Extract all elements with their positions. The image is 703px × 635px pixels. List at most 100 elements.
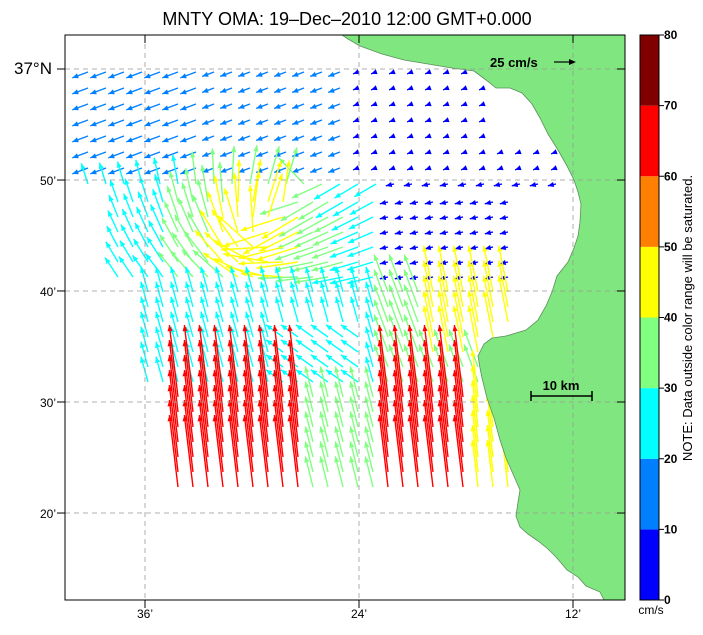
current-vector xyxy=(350,266,359,293)
current-vector xyxy=(196,178,209,218)
current-vector xyxy=(192,194,209,233)
current-vector xyxy=(293,261,329,272)
current-vector xyxy=(255,87,269,94)
current-vector xyxy=(304,441,314,473)
current-vector xyxy=(379,199,389,206)
current-vector xyxy=(373,314,389,353)
current-vector xyxy=(285,147,298,185)
current-vector xyxy=(267,160,282,203)
current-vector xyxy=(437,339,449,413)
current-vector xyxy=(152,157,161,185)
current-vector xyxy=(437,354,449,428)
current-vector xyxy=(388,117,396,123)
current-vector xyxy=(215,266,224,293)
current-vector xyxy=(72,135,89,143)
current-vector xyxy=(227,414,239,488)
current-vector xyxy=(256,246,299,261)
current-vector xyxy=(260,281,269,308)
current-vector xyxy=(485,425,494,473)
current-vector xyxy=(373,269,389,308)
current-vector xyxy=(215,326,224,353)
current-vector xyxy=(424,214,434,221)
current-vector xyxy=(377,354,389,428)
current-vector xyxy=(406,117,414,123)
current-vector xyxy=(460,117,468,123)
current-vector xyxy=(80,163,89,185)
current-vector xyxy=(319,366,329,398)
current-vector xyxy=(422,290,434,338)
current-vector xyxy=(370,69,378,75)
current-vector xyxy=(437,324,449,398)
current-vector xyxy=(140,281,149,308)
current-vector xyxy=(242,414,254,488)
current-vector xyxy=(272,354,284,428)
current-vector xyxy=(126,87,143,95)
current-vector xyxy=(407,414,419,488)
current-vector xyxy=(547,181,557,188)
current-vector xyxy=(365,311,374,338)
current-vector xyxy=(140,326,149,353)
current-vector xyxy=(182,369,194,443)
current-vector xyxy=(257,399,269,473)
current-vector xyxy=(335,296,344,323)
current-vector xyxy=(532,165,540,171)
current-vector xyxy=(388,69,396,75)
current-vector xyxy=(406,101,414,107)
current-vector xyxy=(365,266,374,293)
current-vector xyxy=(325,354,344,368)
current-vector xyxy=(237,167,251,174)
current-vector xyxy=(319,381,329,413)
current-vector xyxy=(287,354,299,428)
current-vector xyxy=(470,380,479,428)
current-vector xyxy=(295,354,314,368)
current-vector xyxy=(442,101,450,107)
current-vector xyxy=(200,266,209,293)
current-vector xyxy=(210,148,216,185)
current-vector xyxy=(470,410,479,458)
current-vector xyxy=(511,181,521,188)
current-vector xyxy=(168,171,179,203)
current-vector xyxy=(470,440,479,488)
current-vector xyxy=(140,356,149,383)
current-vector xyxy=(497,245,509,293)
current-vector xyxy=(454,199,464,206)
current-vector xyxy=(424,165,432,171)
current-vector xyxy=(320,281,329,308)
current-vector xyxy=(181,249,209,278)
current-vector xyxy=(310,324,329,338)
current-vector xyxy=(200,311,209,338)
current-vector xyxy=(170,311,179,338)
colorbar-ticks: 0 10 20 30 40 50 60 70 80 xyxy=(659,28,678,607)
current-vector xyxy=(90,135,107,143)
current-vector xyxy=(212,369,224,443)
current-vector xyxy=(304,426,314,458)
current-vector xyxy=(424,199,434,206)
current-vector xyxy=(272,414,284,488)
current-vector xyxy=(350,281,359,308)
current-vector xyxy=(72,71,89,79)
current-vector xyxy=(298,201,329,221)
current-vector xyxy=(406,85,414,91)
current-vector xyxy=(352,85,360,91)
current-vector xyxy=(364,366,374,398)
current-vector xyxy=(482,275,494,323)
current-vector xyxy=(313,216,344,233)
current-vector xyxy=(349,411,359,443)
current-vector xyxy=(134,222,149,248)
current-vector xyxy=(467,260,479,308)
colorbar-tick-label: 70 xyxy=(664,99,678,113)
current-vector xyxy=(90,119,107,127)
current-vector xyxy=(260,311,269,338)
colorbar-tick-label: 50 xyxy=(664,240,678,254)
current-vector xyxy=(532,149,540,155)
current-vector xyxy=(257,339,269,413)
scale-bar-label: 10 km xyxy=(543,378,580,393)
current-vector xyxy=(407,324,419,398)
current-vector xyxy=(364,441,374,473)
current-vector xyxy=(422,339,434,413)
current-vector xyxy=(309,119,323,126)
current-vector xyxy=(497,260,509,308)
current-vector xyxy=(499,199,509,206)
current-vector xyxy=(325,369,344,383)
current-vector xyxy=(201,103,215,110)
